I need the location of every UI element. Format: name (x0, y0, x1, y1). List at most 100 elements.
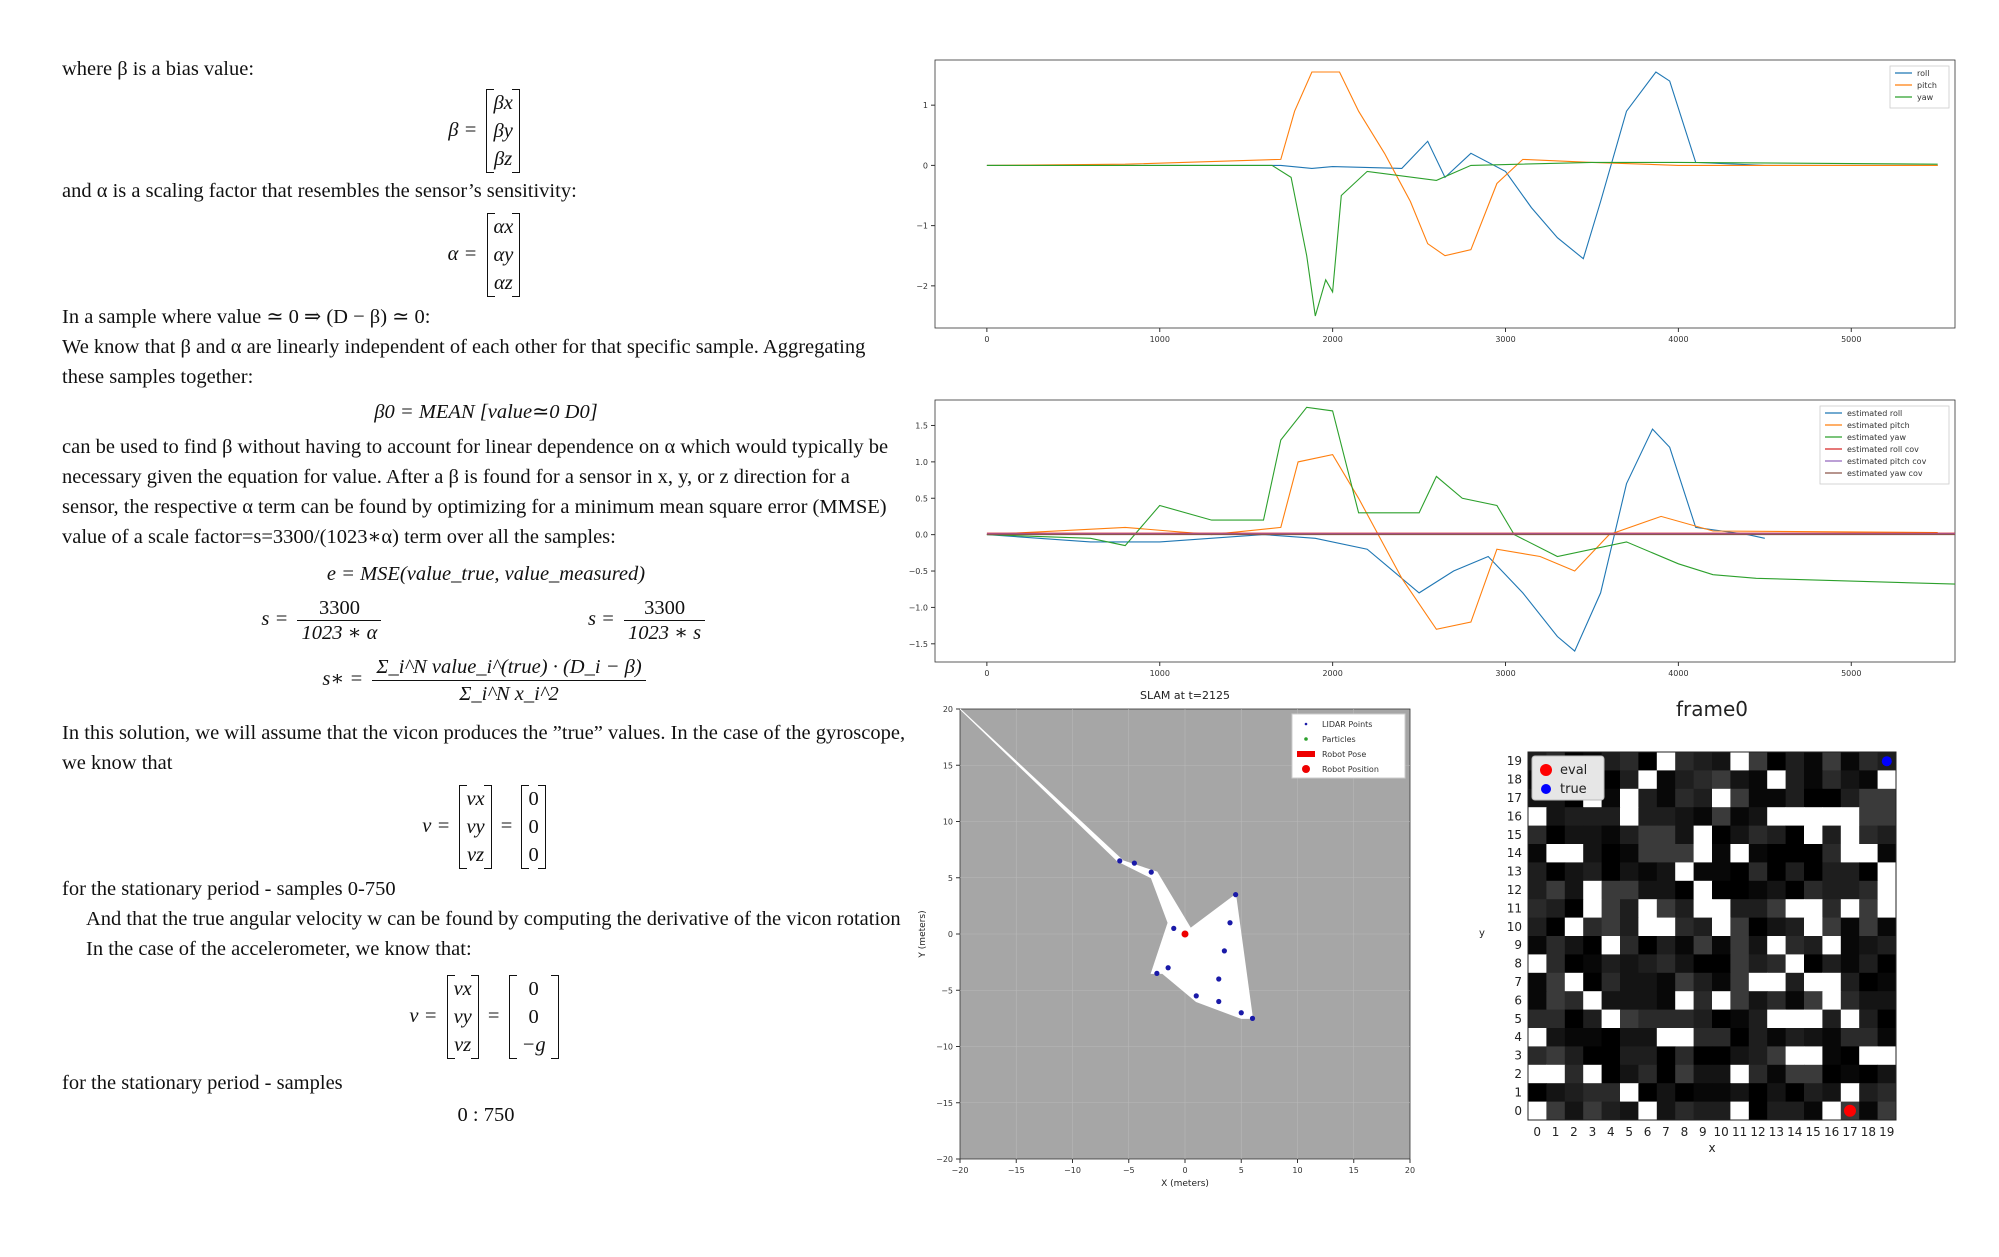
legend-box (1291, 713, 1406, 779)
x-tick-label: 15 (1349, 1166, 1359, 1175)
y-tick-label: −0.5 (909, 567, 928, 576)
grid-cell (1583, 844, 1603, 863)
vec-entry: 0 (528, 844, 539, 867)
x-tick-label: 20 (1405, 1166, 1415, 1175)
grid-cell (1840, 972, 1860, 992)
grid-cell (1583, 1083, 1603, 1103)
grid-cell (1693, 862, 1713, 882)
y-tick-label: 1 (923, 101, 928, 110)
grid-cell (1620, 1064, 1639, 1084)
x-tick-label: 17 (1842, 1125, 1857, 1139)
x-tick-label: 5000 (1841, 335, 1861, 344)
grid-cell (1656, 1064, 1676, 1084)
grid-cell (1840, 1009, 1860, 1029)
series-line-estimated-pitch (986, 453, 1938, 630)
grid-cell (1804, 844, 1823, 863)
grid-cell (1822, 1083, 1842, 1103)
grid-cell (1712, 991, 1731, 1011)
grid-cell (1712, 862, 1731, 882)
grid-cell (1877, 862, 1897, 882)
x-tick-label: 1000 (1150, 335, 1170, 344)
grid-cell (1712, 807, 1731, 827)
y-tick-label: 2 (1514, 1067, 1522, 1081)
grid-cell (1601, 936, 1621, 955)
lidar-point (1238, 1010, 1244, 1016)
grid-cell (1675, 954, 1695, 974)
grid-cell (1859, 862, 1879, 882)
legend-swatch (1297, 751, 1315, 757)
grid-cell (1620, 954, 1639, 974)
grid-cell (1767, 1101, 1787, 1121)
y-tick-label: 1 (1514, 1085, 1522, 1099)
grid-cell (1693, 844, 1713, 863)
grid-cell (1583, 880, 1603, 900)
x-tick-label: 0 (1182, 1166, 1187, 1175)
legend-label: Robot Position (1322, 765, 1379, 774)
lidar-point (1216, 976, 1222, 982)
grid-cell (1620, 880, 1639, 900)
grid-cell (1638, 862, 1658, 882)
grid-cell (1638, 899, 1658, 919)
grid-cell (1877, 825, 1897, 845)
x-tick-label: 0 (984, 669, 989, 678)
grid-cell (1620, 1009, 1639, 1029)
grid-cell (1564, 972, 1584, 992)
denominator: Σ_i^N x_i^2 (459, 683, 559, 705)
x-tick-label: 6 (1644, 1125, 1652, 1139)
grid-cell (1601, 1083, 1621, 1103)
grid-cell (1804, 954, 1823, 974)
grid-cell (1564, 1009, 1584, 1029)
grid-cell (1748, 1009, 1768, 1029)
grid-cell (1877, 1009, 1897, 1029)
y-tick-label: −15 (936, 1099, 953, 1108)
equals: = (500, 815, 513, 837)
vec-entry: 0 (528, 788, 539, 811)
y-tick-label: 14 (1507, 846, 1522, 860)
x-tick-label: 2000 (1322, 669, 1342, 678)
grid-cell (1546, 899, 1566, 919)
x-tick-label: 3000 (1495, 335, 1515, 344)
grid-cell (1804, 807, 1823, 827)
y-tick-label: 0.0 (915, 531, 928, 540)
grid-cell (1767, 936, 1787, 955)
grid-cell (1785, 752, 1805, 771)
grid-cell (1620, 1083, 1639, 1103)
x-tick-label: 1 (1552, 1125, 1560, 1139)
grid-cell (1564, 1046, 1584, 1066)
grid-cell (1712, 770, 1731, 790)
vec-entry: 0 (528, 978, 539, 1001)
grid-cell (1528, 1009, 1547, 1029)
vec-entry: αy (493, 244, 514, 267)
x-tick-label: 14 (1787, 1125, 1802, 1139)
x-tick-label: 4 (1607, 1125, 1615, 1139)
grid-cell (1877, 1064, 1897, 1084)
grid-cell (1785, 899, 1805, 919)
grid-cell (1767, 954, 1787, 974)
grid-cell (1546, 1046, 1566, 1066)
equation-mse: e = MSE(value_true, value_measured) (326, 563, 646, 585)
grid-cell (1859, 1064, 1879, 1084)
grid-cell (1730, 770, 1750, 790)
grid-cell (1730, 972, 1750, 992)
grid-cell (1767, 752, 1787, 771)
y-tick-label: −20 (936, 1155, 953, 1164)
grid-cell (1564, 1064, 1584, 1084)
grid-cell (1620, 825, 1639, 845)
x-tick-label: 8 (1681, 1125, 1689, 1139)
grid-cell (1822, 1064, 1842, 1084)
grid-cell (1656, 1009, 1676, 1029)
grid-cell (1601, 807, 1621, 827)
v-vector: vx vy vz (446, 975, 479, 1060)
equation-beta: β = βx βy βz (62, 86, 910, 174)
lidar-point (1154, 970, 1160, 976)
grid-cell (1620, 917, 1639, 937)
grid-cell (1785, 1009, 1805, 1029)
grid-cell (1877, 972, 1897, 992)
grid-cell (1546, 954, 1566, 974)
numerator: Σ_i^N value_i^(true) · (D_i − β) (372, 654, 646, 681)
grid-cell (1601, 844, 1621, 863)
grid-cell (1656, 954, 1676, 974)
eval-point-marker (1844, 1104, 1856, 1117)
grid-cell (1767, 1083, 1787, 1103)
x-tick-label: 3000 (1495, 669, 1515, 678)
